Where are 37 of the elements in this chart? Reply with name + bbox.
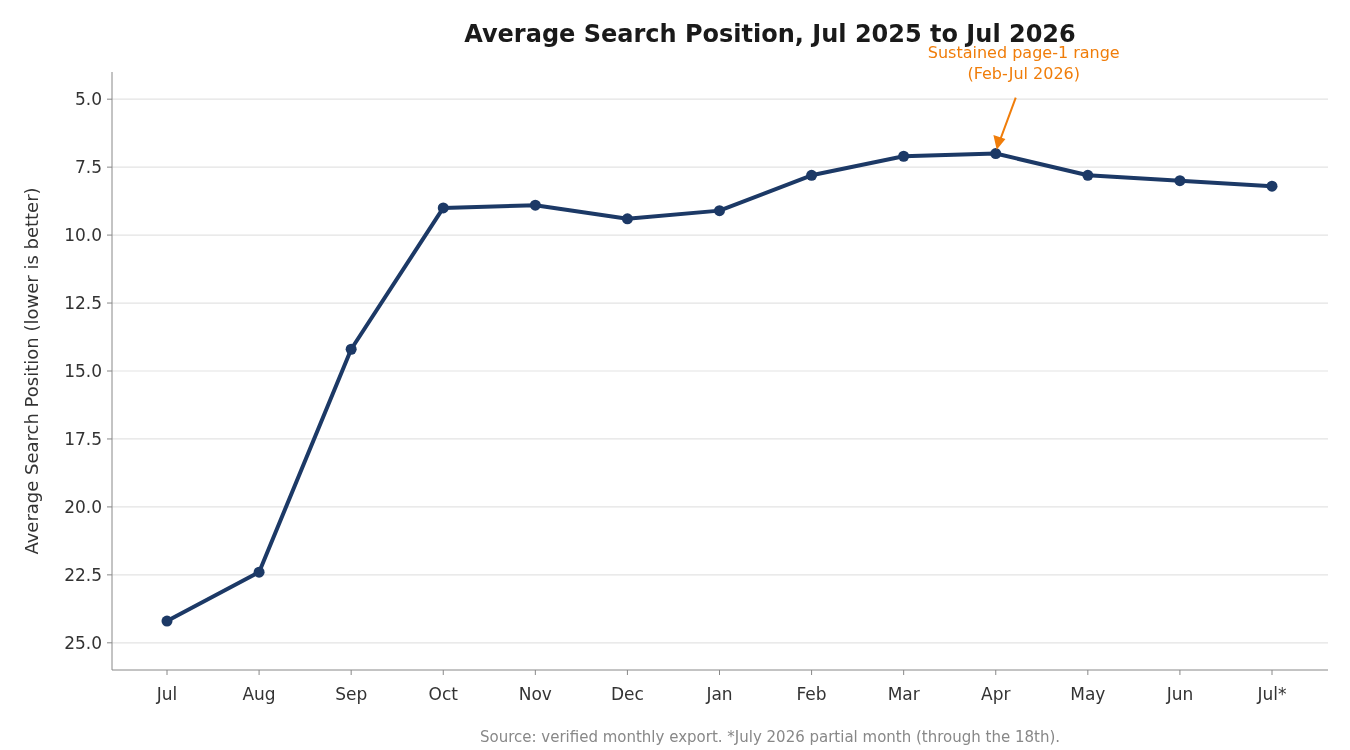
point — [253, 566, 265, 578]
x-tick-label: Dec — [610, 684, 644, 704]
x-tick-label: Oct — [428, 684, 459, 704]
x-tick-label: Aug — [242, 684, 276, 704]
y-tick-label: 25.0 — [64, 632, 102, 653]
y-tick-label: 17.5 — [64, 428, 102, 449]
x-tick-label: Mar — [887, 684, 920, 704]
point — [1082, 169, 1094, 181]
x-tick-label: May — [1070, 684, 1106, 704]
y-tick-label: 15.0 — [64, 360, 102, 381]
point — [898, 150, 910, 162]
x-tick-label: Jan — [705, 684, 733, 704]
y-tick-label: 7.5 — [74, 157, 102, 178]
x-tick-label: Jul* — [1256, 684, 1287, 704]
point — [161, 615, 173, 627]
point — [529, 199, 541, 211]
point — [1266, 180, 1278, 192]
y-tick-label: 20.0 — [64, 496, 102, 517]
x-tick-label: Apr — [981, 684, 1011, 704]
source-note: Source: verified monthly export. *July 2026 partial month (through the 18th). — [479, 728, 1061, 746]
point — [345, 343, 357, 355]
x-tick-label: Jul — [155, 684, 178, 704]
point — [990, 148, 1002, 160]
y-tick-label: 22.5 — [64, 564, 102, 585]
y-tick-label: 10.0 — [64, 225, 102, 246]
point — [1174, 175, 1186, 187]
point — [714, 205, 725, 217]
y-tick-label: 12.5 — [64, 293, 102, 313]
x-tick-label: Feb — [796, 684, 827, 704]
x-tick-label: Jun — [1165, 684, 1194, 704]
point — [621, 213, 633, 225]
x-tick-label: Sep — [335, 684, 368, 704]
y-axis-title: Average Search Position (lower is better) — [21, 187, 42, 555]
point — [806, 169, 818, 181]
point — [437, 202, 449, 214]
y-tick-label: 5.0 — [74, 89, 102, 110]
x-tick-label: Nov — [518, 684, 552, 704]
